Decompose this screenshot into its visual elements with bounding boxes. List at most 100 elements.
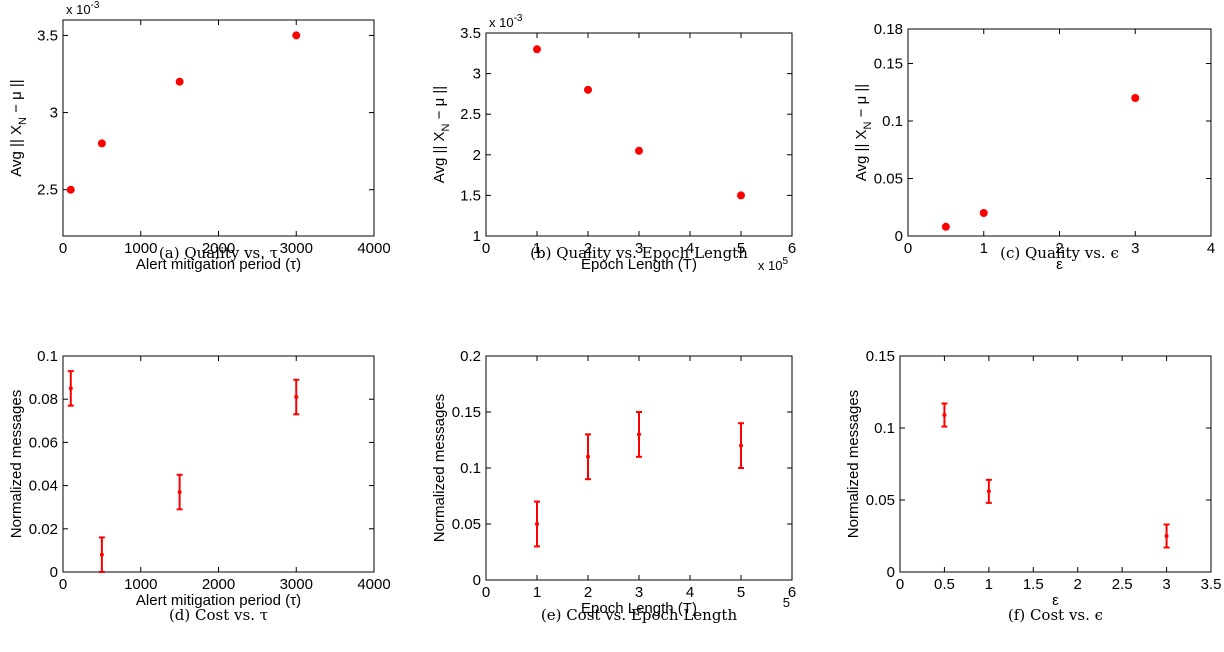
y-axis-label: Normalized messages [431,394,448,542]
y-tick-label: 0.1 [874,420,895,437]
y-tick-label: 2 [473,147,481,164]
y-exponent-label: x 10-3 [66,0,100,17]
data-point [986,489,991,494]
y-tick-label: 3.5 [460,25,481,42]
x-tick-label: 6 [788,584,796,601]
x-exponent-label: x 105 [758,256,789,273]
y-tick-label: 1 [473,228,481,245]
x-tick-label: 2 [1055,240,1063,257]
data-point [941,222,950,231]
data-point [294,395,299,400]
y-tick-label: 0.08 [29,391,58,408]
x-axis-label: Epoch Length (T) [581,600,697,617]
x-tick-label: 2 [584,240,592,257]
plot-frame [899,355,1212,573]
x-tick-label: 5 [737,584,745,601]
y-tick-label: 0.1 [37,348,58,365]
x-tick-label: 2 [1074,576,1082,593]
x-tick-label: 1.5 [1023,576,1044,593]
chart-panel-d: 0 1000 2000 3000 4000 0 0.02 0.04 0.06 0.08 0.1 Ale… [8,348,391,624]
x-tick-label: 2 [584,584,592,601]
data-point [635,146,643,155]
x-tick-label: 0.5 [934,576,955,593]
y-tick-label: 0.06 [29,434,58,451]
x-tick-label: 2000 [202,576,235,593]
data-point [637,432,641,437]
y-tick-label: 0 [50,564,58,581]
data-point [175,77,184,86]
y-axis-label: Avg || XN − μ || [853,84,874,181]
y-axis-label: Avg || XN − μ || [8,79,29,176]
x-tick-label: 0 [482,584,490,601]
x-tick-label: 1 [980,240,988,257]
x-tick-label: 3 [1162,576,1170,593]
y-tick-label: 0.02 [29,521,58,538]
x-tick-label: 4 [686,584,694,601]
data-point [97,139,106,148]
x-tick-label: 2.5 [1112,576,1133,593]
subfigure-caption: (c) Quality vs. ϵ [1000,244,1119,262]
x-tick-label: 0 [59,240,67,257]
x-tick-label: 6 [788,240,796,257]
y-tick-label: 2.5 [460,106,481,123]
x-tick-label: 0 [904,240,912,257]
y-tick-label: 0 [473,572,481,589]
x-tick-label: 3000 [280,576,313,593]
data-point [979,209,988,217]
data-point [292,31,301,40]
x-tick-label: 1 [533,240,541,257]
x-tick-label: 1000 [124,240,157,257]
x-tick-label: 5 [737,240,745,257]
data-point [942,413,947,418]
data-point [739,443,743,448]
y-tick-label: 0.05 [866,492,895,509]
x-tick-label: 0 [482,240,490,257]
x-axis-label: ε [1056,256,1063,273]
y-axis-label: Normalized messages [8,390,25,538]
x-exponent-label: 5 [783,595,790,610]
data-point [535,522,539,526]
y-tick-label: 0.18 [874,21,903,38]
x-tick-label: 1000 [124,576,157,593]
x-axis-label: Alert mitigation period (τ) [136,592,301,609]
data-point [737,191,745,200]
y-tick-label: 3.5 [37,27,58,44]
y-tick-label: 0.1 [882,113,903,130]
data-point [99,552,104,557]
y-tick-label: 0.15 [866,348,895,365]
y-tick-label: 0.2 [460,348,481,365]
plot-frame [485,355,793,581]
data-point [1131,94,1140,102]
data-point [1164,534,1169,538]
y-tick-label: 0.15 [874,56,903,73]
x-tick-label: 0 [896,576,904,593]
y-tick-label: 3 [473,66,481,83]
x-tick-label: 3 [635,584,643,601]
y-tick-label: 1.5 [460,187,481,204]
x-tick-label: 0 [59,576,67,593]
x-axis-label: Alert mitigation period (τ) [136,256,301,273]
data-point [584,85,592,94]
y-axis-label: Avg || XN − μ || [431,86,452,183]
data-point [586,454,590,459]
subfigure-caption: (e) Cost vs. Epoch Length [541,606,738,624]
chart-panel-a: 0 1000 2000 3000 4000 2.5 3 3.5 Alert mitigation… [8,0,391,273]
data-point [533,45,541,54]
y-exponent-label: x 10-3 [489,13,523,30]
x-tick-label: 3000 [280,240,313,257]
x-tick-label: 3 [1131,240,1139,257]
y-tick-label: 0.05 [452,516,481,533]
plot-frame [907,28,1212,237]
y-tick-label: 2.5 [37,182,58,199]
subfigure-caption: (a) Quality vs. τ [159,244,278,262]
y-tick-label: 0 [895,228,903,245]
x-tick-label: 2000 [202,240,235,257]
x-tick-label: 1 [533,584,541,601]
x-tick-label: 4000 [357,240,390,257]
y-tick-label: 0.04 [29,478,58,495]
subfigure-caption: (d) Cost vs. τ [169,606,268,624]
x-tick-label: 3 [635,240,643,257]
